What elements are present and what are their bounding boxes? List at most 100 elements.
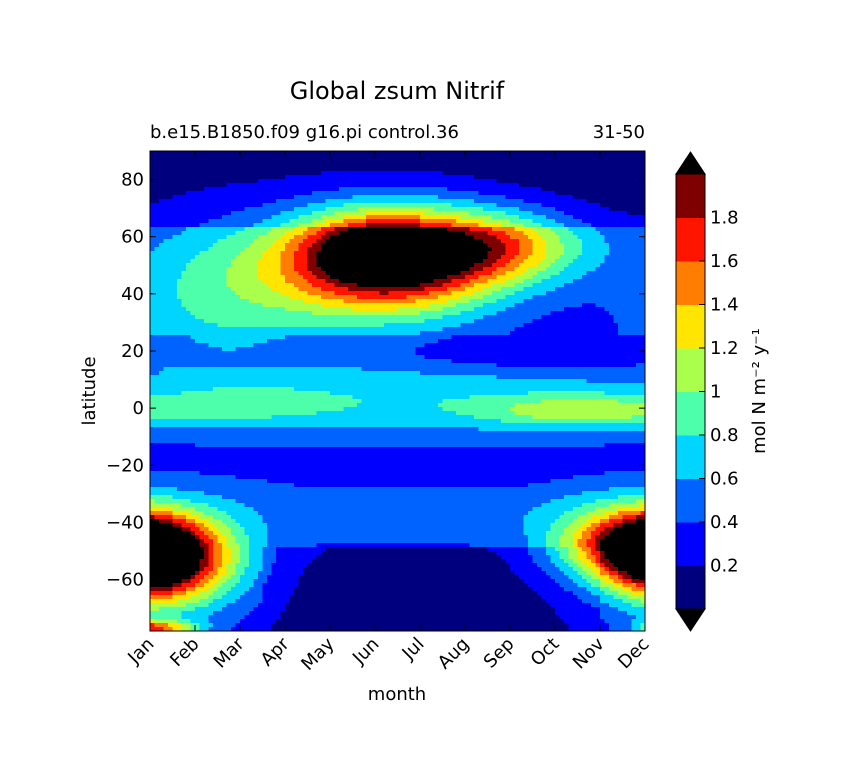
field-cell (348, 219, 353, 224)
field-cell (236, 247, 241, 252)
field-cell (263, 295, 268, 300)
field-cell (312, 179, 317, 184)
field-cell (191, 195, 196, 200)
field-cell (420, 183, 425, 188)
field-cell (218, 307, 223, 312)
field-cell (596, 275, 601, 280)
field-cell (452, 263, 457, 268)
field-cell (335, 163, 340, 168)
field-cell (290, 159, 295, 164)
field-cell (434, 187, 439, 192)
field-cell (587, 171, 592, 176)
field-cell (555, 199, 560, 204)
field-cell (425, 259, 430, 264)
field-cell (407, 211, 412, 216)
field-cell (447, 187, 452, 192)
field-cell (195, 227, 200, 232)
field-cell (627, 319, 632, 324)
field-cell (164, 283, 169, 288)
field-cell (479, 323, 484, 328)
field-cell (204, 267, 209, 272)
field-cell (299, 203, 304, 208)
field-cell (497, 155, 502, 160)
field-cell (218, 267, 223, 272)
field-cell (555, 251, 560, 256)
plot-area (150, 151, 646, 632)
field-cell (285, 175, 290, 180)
field-cell (191, 287, 196, 292)
field-cell (627, 267, 632, 272)
field-cell (420, 155, 425, 160)
field-cell (177, 167, 182, 172)
field-cell (312, 239, 317, 244)
field-cell (186, 239, 191, 244)
field-cell (312, 183, 317, 188)
field-cell (600, 179, 605, 184)
field-cell (479, 291, 484, 296)
field-cell (411, 271, 416, 276)
field-cell (393, 275, 398, 280)
field-cell (551, 163, 556, 168)
field-cell (150, 319, 155, 324)
field-cell (213, 323, 218, 328)
field-cell (587, 311, 592, 316)
field-cell (569, 315, 574, 320)
field-cell (416, 239, 421, 244)
field-cell (636, 271, 641, 276)
field-cell (182, 295, 187, 300)
field-cell (321, 307, 326, 312)
field-cell (371, 243, 376, 248)
field-cell (240, 271, 245, 276)
field-cell (447, 299, 452, 304)
field-cell (231, 219, 236, 224)
field-cell (542, 283, 547, 288)
field-cell (353, 315, 358, 320)
field-cell (366, 295, 371, 300)
field-cell (254, 287, 259, 292)
field-cell (578, 283, 583, 288)
field-cell (596, 279, 601, 284)
field-cell (447, 163, 452, 168)
field-cell (272, 291, 277, 296)
field-cell (209, 315, 214, 320)
field-cell (182, 179, 187, 184)
field-cell (560, 287, 565, 292)
field-cell (389, 211, 394, 216)
field-cell (623, 223, 628, 228)
field-cell (393, 179, 398, 184)
field-cell (578, 319, 583, 324)
field-cell (371, 231, 376, 236)
field-cell (479, 295, 484, 300)
field-cell (560, 295, 565, 300)
field-cell (452, 199, 457, 204)
field-cell (321, 283, 326, 288)
field-cell (272, 295, 277, 300)
field-cell (416, 327, 421, 332)
field-cell (488, 171, 493, 176)
field-cell (272, 191, 277, 196)
field-cell (263, 167, 268, 172)
field-cell (389, 235, 394, 240)
field-cell (344, 155, 349, 160)
field-cell (375, 155, 380, 160)
field-cell (339, 179, 344, 184)
field-cell (294, 331, 299, 336)
field-cell (195, 263, 200, 268)
field-cell (546, 203, 551, 208)
field-cell (609, 287, 614, 292)
field-cell (627, 323, 632, 328)
field-cell (434, 291, 439, 296)
field-cell (537, 315, 542, 320)
field-cell (501, 171, 506, 176)
field-cell (366, 235, 371, 240)
field-cell (321, 319, 326, 324)
field-cell (497, 199, 502, 204)
field-cell (393, 151, 398, 156)
field-cell (605, 275, 610, 280)
field-cell (348, 227, 353, 232)
field-cell (272, 275, 277, 280)
field-cell (407, 231, 412, 236)
field-cell (276, 183, 281, 188)
field-cell (555, 219, 560, 224)
field-cell (339, 259, 344, 264)
